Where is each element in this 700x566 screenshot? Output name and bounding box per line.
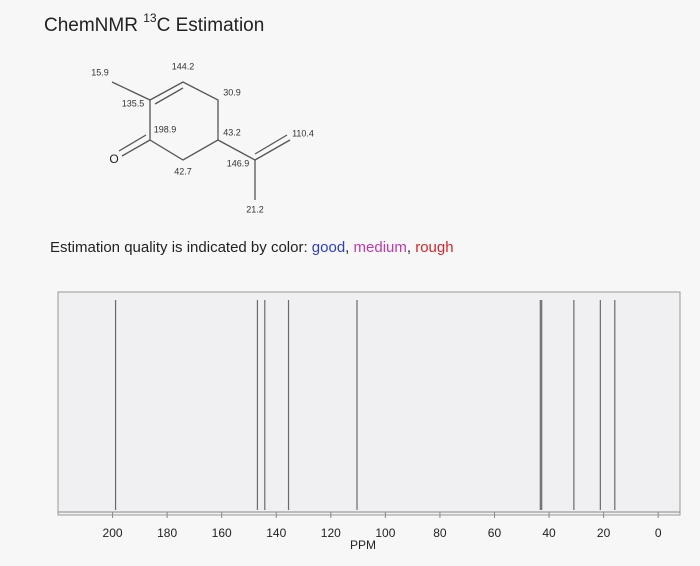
title: ChemNMR 13C Estimation — [44, 11, 264, 36]
note-part: , — [407, 239, 415, 256]
title-prefix: ChemNMR — [44, 15, 143, 36]
x-tick-label: 140 — [266, 526, 286, 540]
x-tick-label: 80 — [433, 526, 447, 540]
shift-label: 30.9 — [223, 87, 241, 97]
note-part: , — [345, 239, 353, 256]
x-tick-label: 160 — [212, 526, 232, 540]
title-suffix: C Estimation — [157, 15, 265, 36]
x-tick-label: 40 — [542, 526, 556, 540]
note-part: Estimation quality is indicated by color… — [50, 239, 312, 256]
shift-label: 198.9 — [154, 124, 177, 134]
note-part: rough — [415, 239, 453, 256]
note-part: medium — [354, 239, 407, 256]
plot-frame — [57, 291, 681, 516]
double-bond — [254, 134, 288, 155]
x-tick-label: 120 — [321, 526, 341, 540]
bond — [111, 81, 151, 101]
x-tick-label: 180 — [157, 526, 177, 540]
bond — [254, 139, 291, 161]
molecule: O 15.9 144.2 135.5 30.9 198.9 43.2 110.4… — [91, 61, 314, 214]
shift-label: 43.2 — [223, 127, 241, 137]
shift-label: 110.4 — [292, 128, 314, 138]
bond — [217, 139, 256, 161]
shift-label: 146.9 — [227, 158, 250, 168]
bond — [121, 139, 151, 157]
atom-label: O — [109, 152, 118, 166]
x-tick-label: 20 — [597, 526, 611, 540]
note-part: good — [312, 239, 345, 256]
x-tick-label: 60 — [488, 526, 502, 540]
double-bond — [154, 87, 184, 105]
double-bond — [118, 134, 147, 152]
shift-label: 135.5 — [122, 98, 145, 108]
shift-label: 15.9 — [91, 67, 109, 77]
x-axis-label: PPM — [350, 538, 376, 552]
x-tick-label: 100 — [375, 526, 395, 540]
title-superscript: 13 — [143, 11, 157, 25]
shift-label: 42.7 — [174, 166, 192, 176]
quality-note: Estimation quality is indicated by color… — [50, 239, 454, 256]
shift-label: 144.2 — [172, 61, 195, 71]
shift-label: 21.2 — [246, 204, 264, 214]
x-tick-label: 0 — [655, 526, 662, 540]
x-tick-label: 200 — [103, 526, 123, 540]
